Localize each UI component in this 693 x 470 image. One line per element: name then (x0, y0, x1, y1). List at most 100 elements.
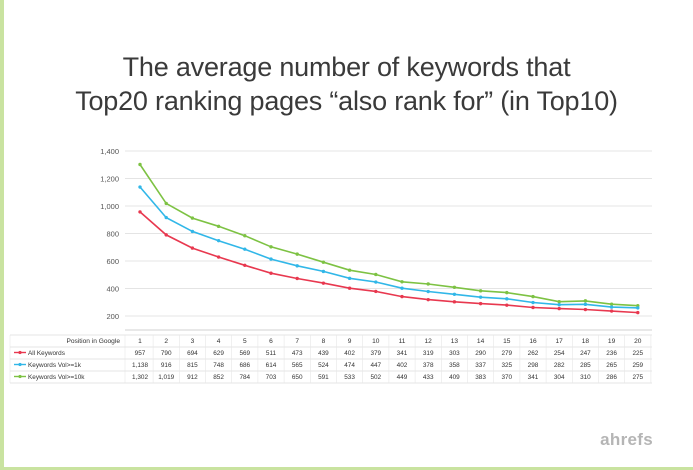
frame-accent-bottom (0, 467, 693, 470)
data-point (557, 303, 561, 307)
data-point (400, 286, 404, 290)
data-label: 236 (606, 350, 617, 357)
data-label: 303 (449, 350, 460, 357)
data-label: 686 (239, 362, 250, 369)
data-point (557, 300, 561, 304)
data-label: 378 (423, 362, 434, 369)
data-label: 1,019 (158, 374, 174, 381)
x-tick-label: 17 (556, 338, 564, 345)
data-label: 511 (266, 350, 277, 357)
x-tick-label: 1 (138, 338, 142, 345)
data-label: 275 (632, 374, 643, 381)
data-label: 254 (554, 350, 565, 357)
data-point (531, 305, 535, 310)
data-point (583, 307, 588, 312)
data-point (557, 306, 561, 311)
data-point (295, 264, 299, 268)
data-label: 591 (318, 374, 329, 381)
data-point (583, 299, 588, 303)
data-label: 1,302 (132, 374, 148, 381)
data-point (583, 302, 588, 307)
data-label: 614 (266, 362, 277, 369)
x-tick-label: 5 (243, 338, 247, 345)
x-tick-label: 11 (399, 338, 406, 345)
data-point (452, 292, 457, 296)
series-line (139, 164, 638, 307)
data-label: 358 (449, 362, 460, 369)
y-tick-label: 600 (106, 257, 119, 266)
data-point (243, 234, 247, 238)
x-tick-label: 19 (608, 338, 616, 345)
data-label: 694 (187, 350, 198, 357)
series-line (139, 211, 638, 314)
data-point (138, 210, 142, 214)
chart-title-line-1: The average number of keywords that (122, 52, 571, 82)
data-label: 784 (239, 374, 250, 381)
data-label: 341 (397, 350, 408, 357)
data-point (478, 289, 483, 293)
ahrefs-logo: ahrefs (600, 430, 653, 449)
x-tick-label: 4 (217, 338, 221, 345)
data-point (216, 238, 221, 243)
x-tick-label: 2 (164, 338, 168, 345)
data-point (478, 295, 483, 299)
data-label: 474 (344, 362, 355, 369)
x-tick-label: 15 (503, 338, 511, 345)
data-label: 383 (475, 374, 486, 381)
data-label: 262 (528, 350, 539, 357)
data-label: 447 (370, 362, 381, 369)
data-point (347, 276, 352, 281)
y-tick-label: 1,200 (100, 175, 119, 184)
data-label: 325 (501, 362, 512, 369)
data-label: 285 (580, 362, 591, 369)
x-tick-label: 12 (425, 338, 433, 345)
data-point (400, 280, 404, 284)
x-tick-label: 7 (295, 338, 299, 345)
chart-title-line-2: Top20 ranking pages “also rank for” (in … (75, 86, 618, 116)
data-label: 439 (318, 350, 329, 357)
data-point (374, 272, 378, 277)
data-label: 565 (292, 362, 303, 369)
data-point (216, 255, 221, 259)
data-point (321, 281, 326, 285)
data-label: 524 (318, 362, 329, 369)
data-label: 533 (344, 374, 355, 381)
data-label: 402 (397, 362, 408, 369)
x-tick-label: 14 (477, 338, 485, 345)
data-point (426, 289, 430, 294)
legend-entry: All Keywords (28, 350, 65, 357)
data-label: 341 (528, 374, 539, 381)
data-label: 319 (423, 350, 434, 357)
data-point (636, 306, 640, 310)
data-point (243, 247, 247, 251)
data-point (243, 263, 247, 267)
data-label: 259 (632, 362, 643, 369)
data-point (531, 294, 535, 299)
data-point (295, 276, 299, 281)
data-point (531, 300, 535, 305)
data-label: 957 (135, 350, 146, 357)
frame-accent-left (0, 0, 4, 470)
x-tick-label: 10 (372, 338, 380, 345)
data-point (138, 162, 142, 167)
data-point (505, 290, 509, 295)
data-point (426, 297, 430, 302)
series-line (139, 186, 638, 309)
x-tick-label: 6 (269, 338, 273, 345)
data-label: 629 (213, 350, 224, 357)
data-label: 569 (239, 350, 250, 357)
data-point (609, 309, 614, 313)
table-header-label: Position in Google (66, 338, 120, 345)
data-label: 433 (423, 374, 434, 381)
data-point (400, 294, 404, 299)
x-tick-label: 8 (322, 338, 326, 345)
data-label: 703 (266, 374, 277, 381)
data-point (269, 257, 273, 261)
data-label: 247 (580, 350, 591, 357)
data-point (190, 229, 195, 234)
data-point (164, 201, 168, 206)
legend-entry: Keywords Vol>=1k (28, 362, 82, 369)
data-label: 1,138 (132, 362, 148, 369)
data-point (190, 216, 195, 220)
